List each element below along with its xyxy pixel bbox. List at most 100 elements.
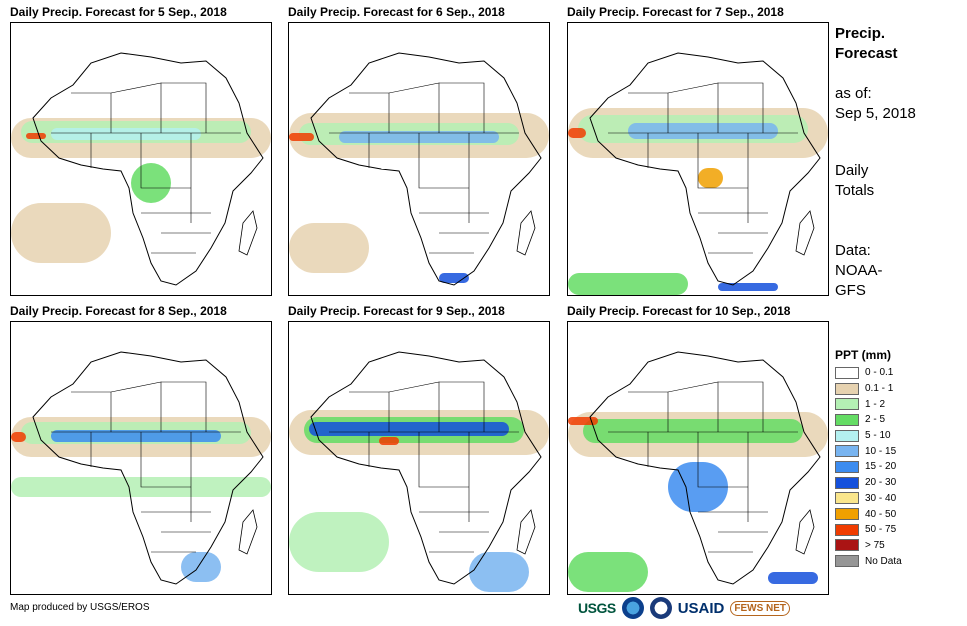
usaid-logo: USAID bbox=[677, 599, 725, 617]
legend-item: 2 - 5 bbox=[835, 412, 902, 428]
precip-area bbox=[131, 163, 171, 203]
precip-map bbox=[10, 321, 272, 595]
usaid-seal bbox=[649, 597, 672, 619]
legend-label: No Data bbox=[865, 555, 902, 567]
madagascar-outline bbox=[795, 509, 815, 555]
africa-coastline bbox=[310, 351, 542, 585]
legend-item: 20 - 30 bbox=[835, 475, 902, 491]
country-border bbox=[697, 432, 748, 488]
country-border bbox=[140, 432, 191, 488]
legend-label: 0 - 0.1 bbox=[865, 367, 894, 379]
legend-label: 2 - 5 bbox=[865, 414, 886, 426]
legend-item: 50 - 75 bbox=[835, 522, 902, 538]
precip-area bbox=[568, 273, 688, 295]
title-line: Forecast bbox=[835, 45, 898, 62]
africa-map-svg bbox=[11, 52, 271, 286]
legend-swatch bbox=[835, 398, 859, 411]
legend-label: > 75 bbox=[865, 539, 885, 551]
legend-swatch bbox=[835, 492, 859, 505]
africa-coastline bbox=[589, 52, 821, 286]
legend-item: 40 - 50 bbox=[835, 506, 902, 522]
precip-area bbox=[11, 432, 26, 442]
fews-net-logo: FEWS NET bbox=[730, 600, 791, 616]
legend-swatch bbox=[835, 429, 859, 442]
precip-map bbox=[567, 321, 829, 595]
legend-swatch bbox=[835, 445, 859, 458]
title-line: Precip. bbox=[835, 25, 886, 42]
precip-area bbox=[51, 430, 221, 442]
logo-strip: USGS USAID FEWS NET bbox=[578, 597, 791, 619]
precip-area bbox=[439, 273, 469, 283]
legend-item: 0 - 0.1 bbox=[835, 365, 902, 381]
legend-label: 30 - 40 bbox=[865, 492, 897, 504]
legend-swatch bbox=[835, 382, 859, 395]
data-label: Data: bbox=[835, 242, 871, 259]
precip-map bbox=[567, 22, 829, 296]
madagascar-outline bbox=[516, 509, 536, 555]
panel-title: Daily Precip. Forecast for 10 Sep., 2018 bbox=[567, 304, 791, 318]
precip-area bbox=[51, 128, 201, 140]
legend-label: 50 - 75 bbox=[865, 524, 897, 536]
precip-area bbox=[568, 128, 586, 138]
country-border bbox=[161, 82, 207, 133]
legend-label: 10 - 15 bbox=[865, 445, 897, 457]
africa-map-svg bbox=[289, 351, 549, 592]
legend-swatch bbox=[835, 539, 859, 552]
legend-item: 30 - 40 bbox=[835, 491, 902, 507]
precip-area bbox=[768, 572, 818, 584]
precip-area bbox=[568, 417, 598, 425]
precip-area bbox=[469, 552, 529, 592]
totals-block: Daily Totals bbox=[835, 161, 874, 201]
africa-coastline bbox=[32, 351, 264, 585]
panel-title: Daily Precip. Forecast for 5 Sep., 2018 bbox=[10, 5, 227, 19]
africa-coastline bbox=[310, 52, 542, 286]
country-border bbox=[718, 82, 764, 133]
africa-map-svg bbox=[568, 351, 828, 592]
madagascar-outline bbox=[516, 210, 536, 256]
totals-line: Totals bbox=[835, 182, 875, 199]
precip-area bbox=[698, 168, 723, 188]
country-border bbox=[697, 133, 748, 189]
africa-map-svg bbox=[568, 52, 828, 295]
precip-area bbox=[289, 512, 389, 572]
legend-swatch bbox=[835, 460, 859, 473]
legend-swatch bbox=[835, 366, 859, 379]
africa-map-svg bbox=[289, 52, 549, 286]
legend-item: 15 - 20 bbox=[835, 459, 902, 475]
precip-area bbox=[181, 552, 221, 582]
legend-item: 10 - 15 bbox=[835, 443, 902, 459]
precip-area bbox=[309, 422, 509, 436]
legend-swatch bbox=[835, 523, 859, 536]
panel-title: Daily Precip. Forecast for 9 Sep., 2018 bbox=[288, 304, 505, 318]
country-border bbox=[161, 381, 207, 432]
africa-coastline bbox=[32, 52, 264, 286]
legend-label: 0.1 - 1 bbox=[865, 383, 894, 395]
panel-title: Daily Precip. Forecast for 8 Sep., 2018 bbox=[10, 304, 227, 318]
panel-title: Daily Precip. Forecast for 6 Sep., 2018 bbox=[288, 5, 505, 19]
asof-block: as of: Sep 5, 2018 bbox=[835, 84, 916, 124]
noaa-logo bbox=[621, 597, 644, 619]
country-border bbox=[718, 381, 764, 432]
legend-swatch bbox=[835, 476, 859, 489]
legend-item: 5 - 10 bbox=[835, 428, 902, 444]
precip-area bbox=[718, 283, 778, 291]
legend-title: PPT (mm) bbox=[835, 348, 892, 362]
legend-label: 15 - 20 bbox=[865, 461, 897, 473]
precip-area bbox=[568, 552, 648, 592]
asof-label: as of: bbox=[835, 85, 872, 102]
country-border bbox=[439, 82, 485, 133]
sidebar-title: Precip. Forecast bbox=[835, 24, 898, 64]
country-border bbox=[140, 133, 191, 189]
legend-item: No Data bbox=[835, 553, 902, 569]
legend-label: 5 - 10 bbox=[865, 430, 891, 442]
legend-item: 0.1 - 1 bbox=[835, 381, 902, 397]
legend-label: 40 - 50 bbox=[865, 508, 897, 520]
precip-area bbox=[379, 437, 399, 445]
madagascar-outline bbox=[238, 509, 258, 555]
precip-map bbox=[10, 22, 272, 296]
precip-area bbox=[26, 133, 46, 139]
country-border bbox=[418, 133, 469, 189]
africa-coastline bbox=[589, 351, 821, 585]
ppt-legend: PPT (mm) 0 - 0.1 0.1 - 1 1 - 2 2 - 5 5 - 10 1… bbox=[835, 348, 902, 569]
legend-label: 20 - 30 bbox=[865, 477, 897, 489]
